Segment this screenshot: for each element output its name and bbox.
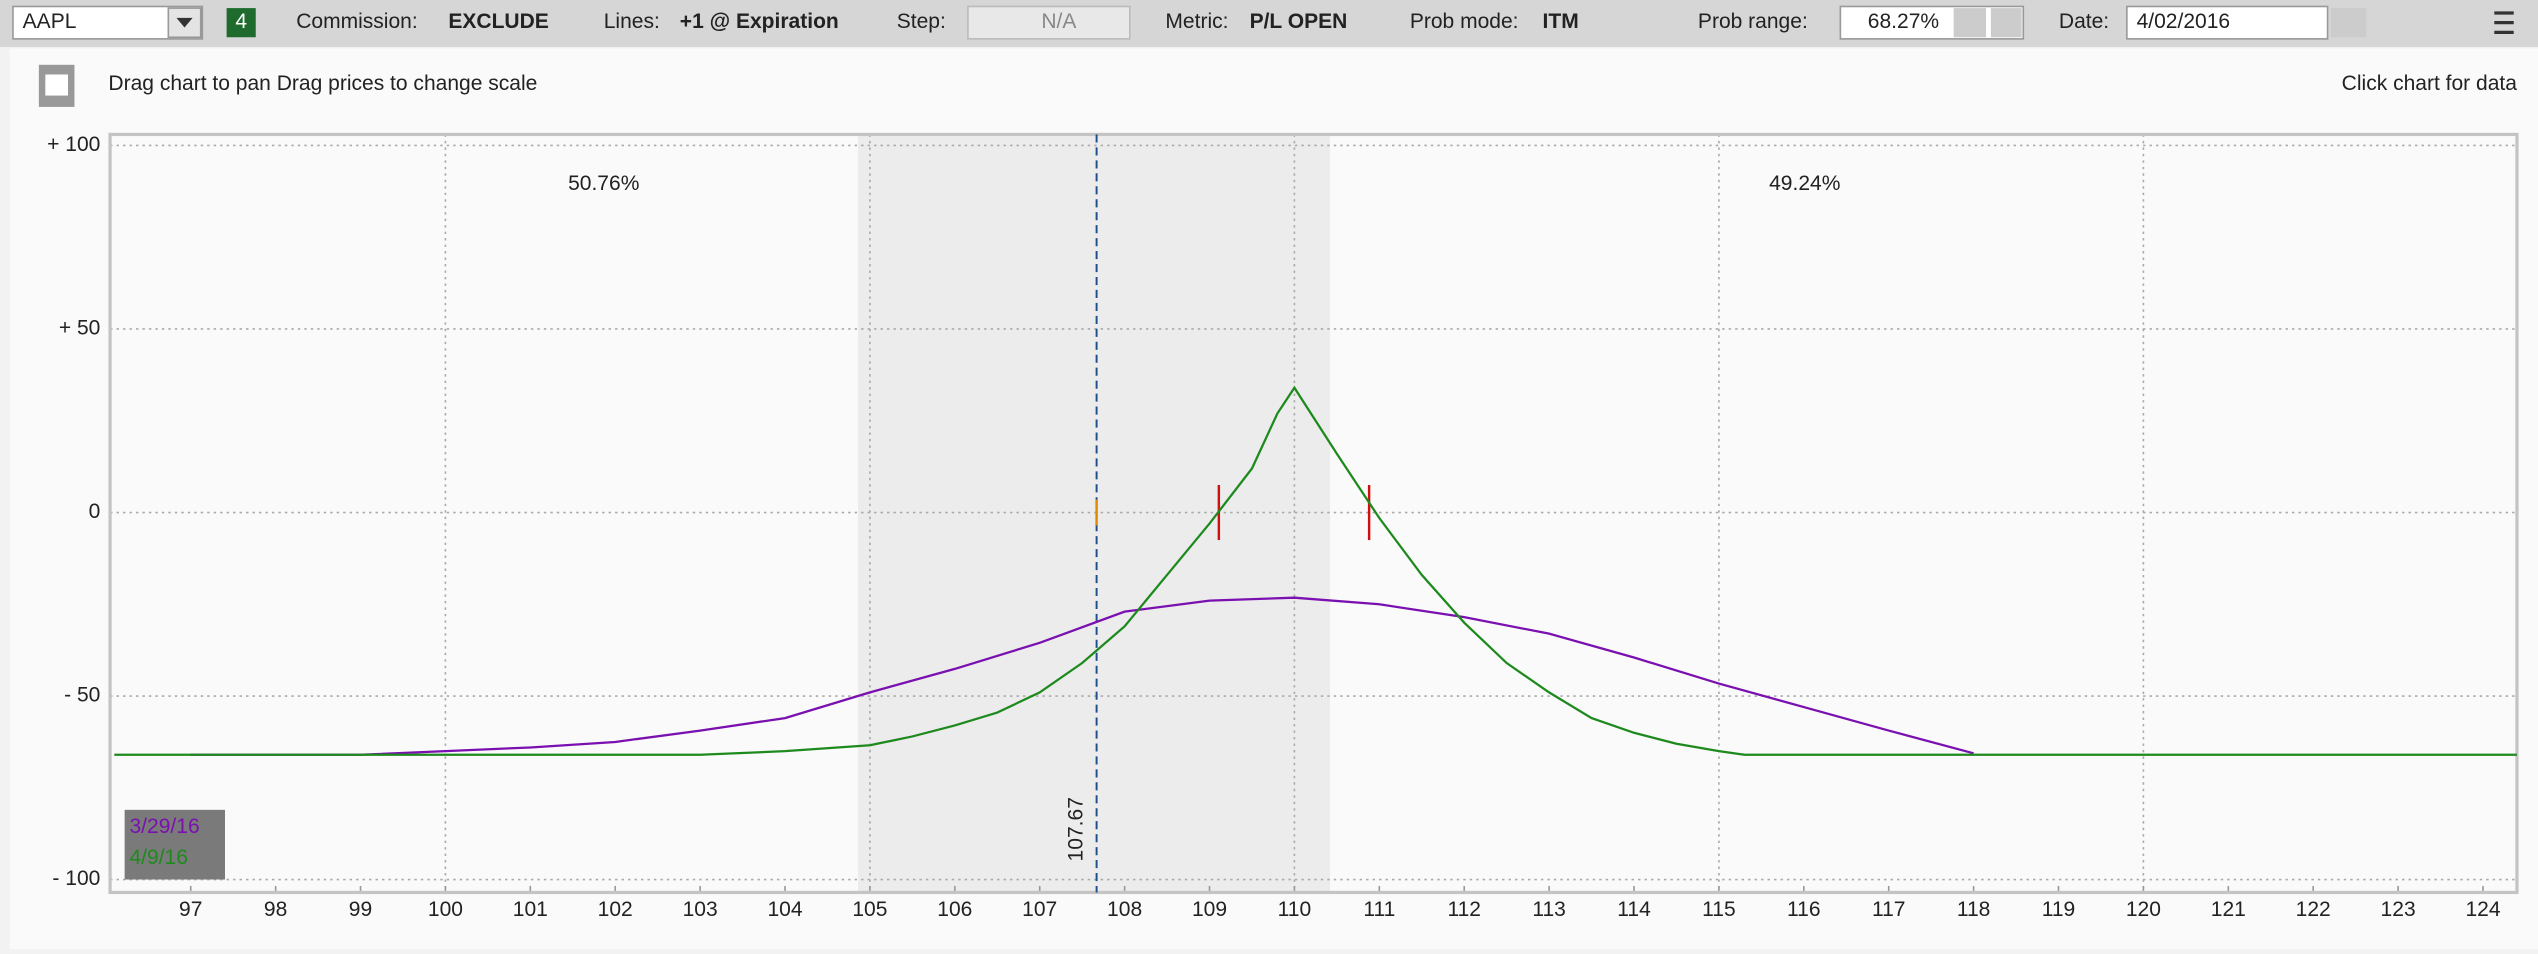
x-tick-label: 116 <box>1787 898 1821 921</box>
left-probability: 50.76% <box>568 172 639 195</box>
x-tick-label: 102 <box>598 898 633 921</box>
x-tick-label: 117 <box>1872 898 1906 921</box>
prob-mode[interactable]: ITM <box>1543 10 1579 33</box>
lines-label: Lines: <box>604 10 660 33</box>
toolbar <box>0 0 2538 47</box>
y-tick-label: 0 <box>89 500 101 523</box>
date-spinner[interactable] <box>2330 8 2367 38</box>
x-tick-label: 121 <box>2211 898 2246 921</box>
prob-range-band <box>858 134 1331 893</box>
legend-box <box>124 809 225 880</box>
step: N/A <box>1041 10 1076 33</box>
x-tick-label: 104 <box>767 898 802 921</box>
x-tick-label: 98 <box>264 898 287 921</box>
prob-range: 68.27% <box>1868 10 1939 33</box>
metric-label: Metric: <box>1165 10 1228 33</box>
menu-icon[interactable] <box>2494 11 2514 35</box>
date: 4/02/2016 <box>2137 10 2231 33</box>
legend-entry: 4/9/16 <box>129 846 187 869</box>
x-tick-label: 100 <box>428 898 463 921</box>
x-tick-label: 115 <box>1702 898 1736 921</box>
lines[interactable]: +1 @ Expiration <box>680 10 839 33</box>
dropdown-arrow <box>176 17 193 28</box>
x-tick-label: 112 <box>1447 898 1481 921</box>
hint: Drag chart to pan Drag prices to change … <box>108 72 537 95</box>
x-tick-label: 118 <box>1957 898 1991 921</box>
y-tick-label: - 100 <box>52 867 100 890</box>
commission-label: Commission: <box>296 10 418 33</box>
y-tick-label: + 100 <box>47 133 100 156</box>
legend-entry: 3/29/16 <box>129 815 199 838</box>
right-probability: 49.24% <box>1769 172 1840 195</box>
badge-bg[interactable] <box>226 8 256 38</box>
prob-mode-label: Prob mode: <box>1410 10 1519 33</box>
prob-range-label: Prob range: <box>1698 10 1808 33</box>
commission[interactable]: EXCLUDE <box>448 10 548 33</box>
series-line <box>190 596 1974 756</box>
y-tick-label: + 50 <box>59 317 101 340</box>
dropdown[interactable] <box>1990 8 2022 38</box>
x-tick-label: 108 <box>1107 898 1142 921</box>
x-tick-label: 109 <box>1192 898 1227 921</box>
x-tick-label: 123 <box>2381 898 2416 921</box>
x-tick-label: 106 <box>937 898 972 921</box>
x-tick-label: 122 <box>2296 898 2331 921</box>
x-tick-label: 103 <box>683 898 718 921</box>
x-tick-label: 99 <box>349 898 372 921</box>
x-tick-label: 119 <box>2042 898 2076 921</box>
action[interactable]: Click chart for data <box>2342 72 2518 95</box>
date-input[interactable] <box>2126 5 2329 40</box>
x-tick-label: 97 <box>179 898 202 921</box>
date-label: Date: <box>2059 10 2109 33</box>
symbol: AAPL <box>23 10 77 33</box>
series-line <box>114 385 2517 756</box>
x-tick-label: 124 <box>2465 898 2500 921</box>
x-tick-label: 105 <box>852 898 887 921</box>
x-tick-label: 111 <box>1363 898 1395 921</box>
y-tick-label: - 50 <box>64 684 100 707</box>
metric[interactable]: P/L OPEN <box>1250 10 1348 33</box>
step-label: Step: <box>897 10 946 33</box>
chart-icon-inner <box>45 74 68 96</box>
badge: 4 <box>235 10 247 33</box>
x-tick-label: 101 <box>513 898 548 921</box>
x-tick-label: 113 <box>1532 898 1566 921</box>
plot-border <box>108 132 2519 895</box>
x-tick-label: 114 <box>1617 898 1651 921</box>
step-input[interactable] <box>967 5 1131 40</box>
spinner[interactable] <box>1953 8 1987 38</box>
price-label: 107.67 <box>1065 797 1088 861</box>
x-tick-label: 120 <box>2126 898 2161 921</box>
x-tick-label: 110 <box>1278 898 1312 921</box>
x-tick-label: 107 <box>1022 898 1057 921</box>
